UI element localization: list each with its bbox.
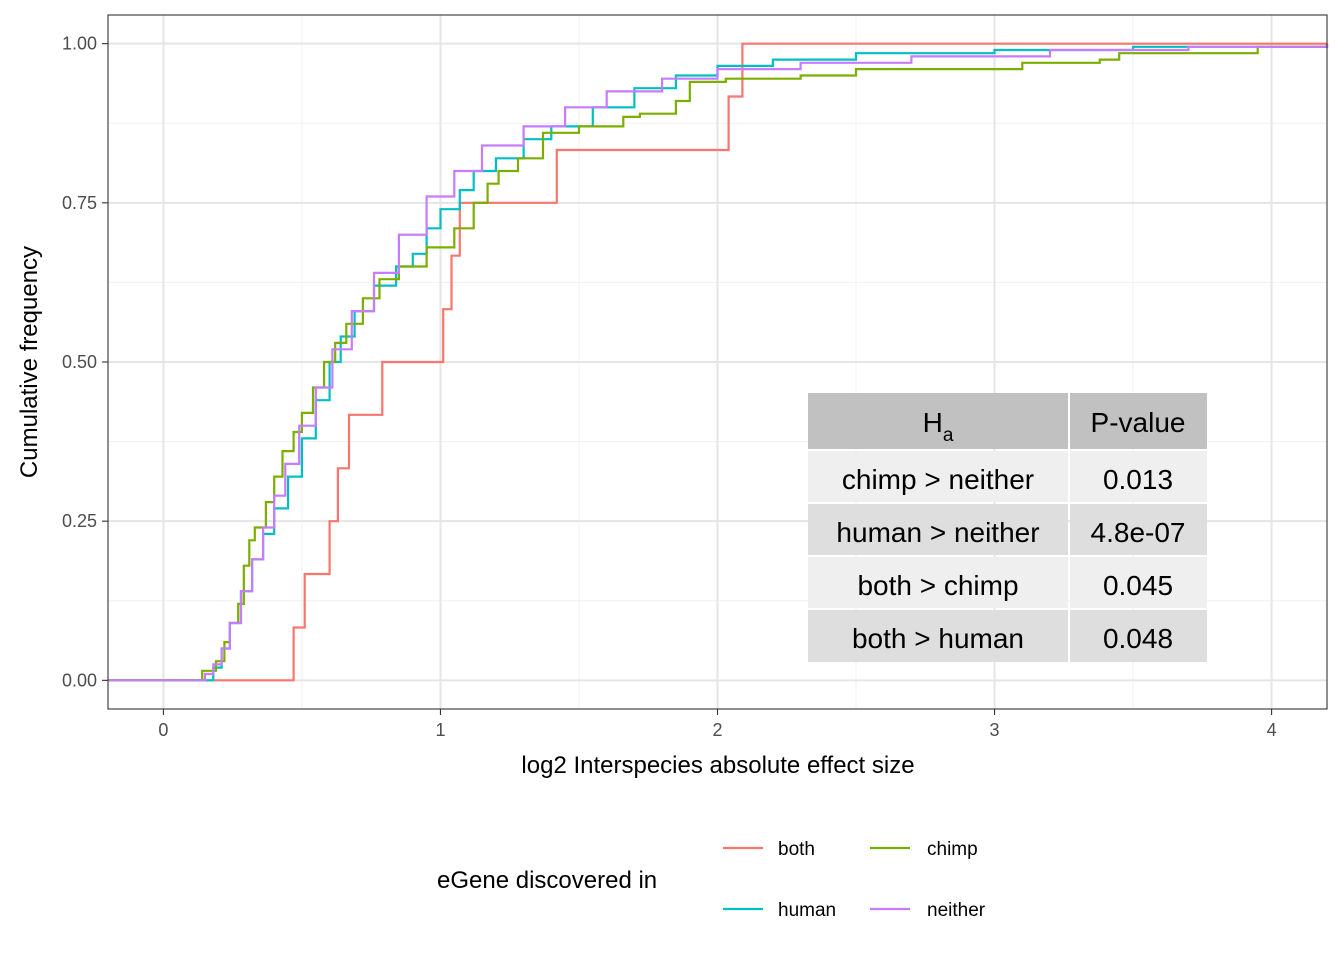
table-header-cell-pvalue	[1070, 393, 1207, 449]
table-row-3-a	[808, 557, 1068, 608]
y-tick-label: 0.50	[62, 352, 97, 372]
y-tick-label: 0.00	[62, 670, 97, 690]
y-tick-label: 1.00	[62, 34, 97, 54]
y-axis-title: Cumulative frequency	[16, 246, 43, 478]
table-cell-pvalue: 0.048	[1103, 623, 1173, 654]
table-cell-pvalue: 0.013	[1103, 464, 1173, 495]
legend-label-chimp: chimp	[927, 839, 978, 860]
series-line-neither	[108, 43, 1329, 682]
y-axis: 0.00 0.25 0.50 0.75 1.00	[62, 34, 108, 690]
table-row-4-a	[808, 610, 1068, 662]
x-axis: 0 1 2 3 4	[158, 709, 1277, 740]
legend-label-neither: neither	[927, 900, 986, 921]
table-header-hypothesis: Ha	[923, 407, 954, 446]
table-row-1-a	[808, 451, 1068, 502]
table-row-1-b	[1070, 451, 1207, 502]
x-tick-label: 1	[435, 720, 445, 740]
table-cell-pvalue: 4.8e-07	[1091, 517, 1186, 548]
legend-title: eGene discovered in	[437, 867, 657, 894]
x-tick-label: 0	[158, 720, 168, 740]
table-row-2-b	[1070, 504, 1207, 555]
table-cell-hypothesis: human > neither	[836, 517, 1039, 548]
table-row-4-b	[1070, 610, 1207, 662]
table-cell-hypothesis: both > human	[852, 623, 1024, 654]
x-axis-title: log2 Interspecies absolute effect size	[521, 752, 914, 779]
table-row-2-a	[808, 504, 1068, 555]
table-header-cell-hypothesis	[808, 393, 1068, 449]
table-row-3-b	[1070, 557, 1207, 608]
legend-label-human: human	[778, 900, 836, 921]
x-tick-label: 3	[990, 720, 1000, 740]
legend-label-both: both	[778, 839, 815, 860]
table-header-pvalue: P-value	[1091, 407, 1186, 438]
series-layer	[108, 42, 1329, 682]
table-cell-pvalue: 0.045	[1103, 570, 1173, 601]
x-tick-label: 4	[1267, 720, 1277, 740]
y-tick-label: 0.75	[62, 193, 97, 213]
x-tick-label: 2	[712, 720, 722, 740]
table-cell-hypothesis: both > chimp	[857, 570, 1018, 601]
series-line-both	[108, 42, 1327, 682]
annotation-table: Ha P-value chimp > neither 0.013 human >…	[808, 393, 1207, 662]
legend: eGene discovered in both chimp human nei…	[437, 839, 986, 921]
y-tick-label: 0.25	[62, 511, 97, 531]
table-cell-hypothesis: chimp > neither	[842, 464, 1034, 495]
